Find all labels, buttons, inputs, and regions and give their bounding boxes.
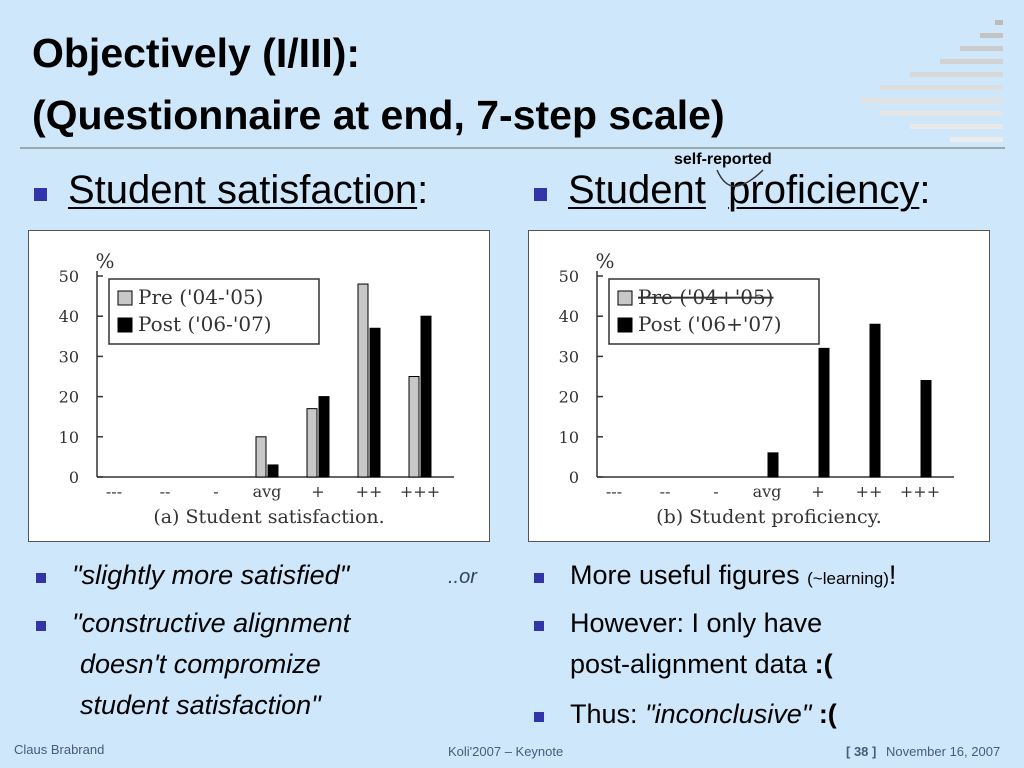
- caption: (a) Student satisfaction.: [153, 506, 384, 528]
- footer-event: Koli'2007 – Keynote: [448, 744, 564, 759]
- decoration: [860, 20, 1003, 142]
- bullet: [36, 621, 46, 631]
- bullet-text: "slightly more satisfied": [72, 560, 350, 590]
- bar: [420, 315, 432, 478]
- x-tick-label: +++: [400, 482, 440, 501]
- bullet-text: doesn't compromize: [80, 649, 321, 679]
- bullet-text: student satisfaction": [80, 690, 321, 720]
- legend: [108, 278, 320, 345]
- bullet: [36, 573, 46, 583]
- chart-box: % 0 10 20 30 40 50 --- -- - avg + ++ +++ Pre ('04+'05)…: [528, 230, 990, 542]
- bullet: [534, 573, 544, 583]
- bar: [318, 396, 330, 478]
- y-tick-label: 0: [69, 468, 79, 487]
- chart-box: % 0 10 20 30 40 50 --- -- - avg + ++ +++ Pre ('04-'05)…: [28, 230, 490, 542]
- x-tick-label: avg: [753, 482, 782, 501]
- legend-swatch: [617, 290, 633, 306]
- subtitle: (Questionnaire at end, 7-step scale): [32, 92, 725, 138]
- y-tick-label: 10: [59, 428, 79, 447]
- bar: [306, 408, 318, 478]
- x-tick-label: avg: [253, 482, 282, 501]
- y-tick-label: 20: [59, 388, 79, 407]
- bullet-text: Thus: "inconclusive" :(: [570, 699, 837, 730]
- text: :(: [814, 649, 833, 679]
- legend-label: Pre ('04+'05): [638, 285, 773, 309]
- title: Objectively (I/III):: [32, 30, 361, 76]
- x-tick-label: ++: [356, 482, 383, 501]
- y-tick-label: 50: [59, 267, 79, 286]
- bar: [869, 323, 881, 478]
- bar: [767, 452, 779, 478]
- bullet: [534, 188, 547, 201]
- bar: [357, 283, 369, 478]
- y-tick-label: 40: [559, 307, 579, 326]
- bar: [369, 327, 381, 478]
- y-tick-label: 0: [569, 468, 579, 487]
- y-tick-label: 50: [559, 267, 579, 286]
- bar: [920, 380, 932, 478]
- heading-tail: :: [417, 168, 429, 212]
- y-tick-label: 30: [559, 347, 579, 366]
- footer-date: November 16, 2007: [886, 744, 1001, 759]
- bullet: [534, 621, 544, 631]
- legend-swatch: [117, 317, 133, 333]
- bar: [267, 464, 279, 478]
- aside: ..or: [448, 566, 477, 588]
- bullet-text: "constructive alignment: [72, 608, 351, 638]
- annotation: self-reported: [674, 151, 772, 168]
- x-tick-label: ---: [106, 482, 122, 501]
- y-tick-label: 30: [59, 347, 79, 366]
- heading: Student proficiency:: [568, 168, 930, 213]
- x-tick-label: --: [660, 482, 671, 501]
- y-tick-label: 20: [559, 388, 579, 407]
- text: More useful figures: [570, 560, 800, 590]
- bar: [255, 436, 267, 478]
- heading-tail: :: [919, 168, 931, 212]
- text: "inconclusive": [645, 699, 812, 729]
- legend-swatch: [117, 290, 133, 306]
- footer-page: [ 38 ]: [846, 744, 877, 759]
- text: :(: [818, 699, 837, 729]
- heading: Student satisfaction:: [68, 168, 428, 213]
- text: (~learning): [807, 569, 889, 588]
- annotation-arrow: [716, 169, 764, 187]
- text: !: [888, 560, 897, 590]
- footer-author: Claus Brabrand: [14, 742, 105, 757]
- text: Thus:: [570, 699, 638, 729]
- x-tick-label: ++: [856, 482, 883, 501]
- caption: (b) Student proficiency.: [656, 506, 882, 528]
- x-tick-label: --: [160, 482, 171, 501]
- y-tick-label: 40: [59, 307, 79, 326]
- heading-text: Student satisfaction: [68, 168, 418, 212]
- bar: [408, 376, 420, 478]
- heading-text: Student: [568, 168, 706, 212]
- bullet-text: More useful figures (~learning)!: [570, 560, 896, 591]
- legend-label: Pre ('04-'05): [138, 285, 263, 309]
- x-tick-label: +: [311, 482, 324, 501]
- legend-label: Post ('06-'07): [138, 312, 272, 336]
- legend-label: Post ('06+'07): [638, 312, 782, 336]
- x-tick-label: -: [213, 482, 218, 501]
- heading-text: proficiency: [728, 168, 920, 212]
- bar: [818, 347, 830, 478]
- bullet: [534, 712, 544, 722]
- y-label: %: [95, 249, 114, 273]
- rule: [20, 147, 1005, 149]
- x-tick-label: -: [713, 482, 718, 501]
- x-tick-label: ---: [606, 482, 622, 501]
- x-tick-label: +: [811, 482, 824, 501]
- bullet-text: However: I only have: [570, 608, 823, 638]
- bullet: [34, 188, 47, 201]
- legend: [608, 278, 820, 345]
- legend-swatch: [617, 317, 633, 333]
- x-tick-label: +++: [900, 482, 940, 501]
- text: post-alignment data: [570, 649, 808, 679]
- y-label: %: [595, 249, 614, 273]
- y-tick-label: 10: [559, 428, 579, 447]
- bullet-text: post-alignment data :(: [570, 649, 833, 680]
